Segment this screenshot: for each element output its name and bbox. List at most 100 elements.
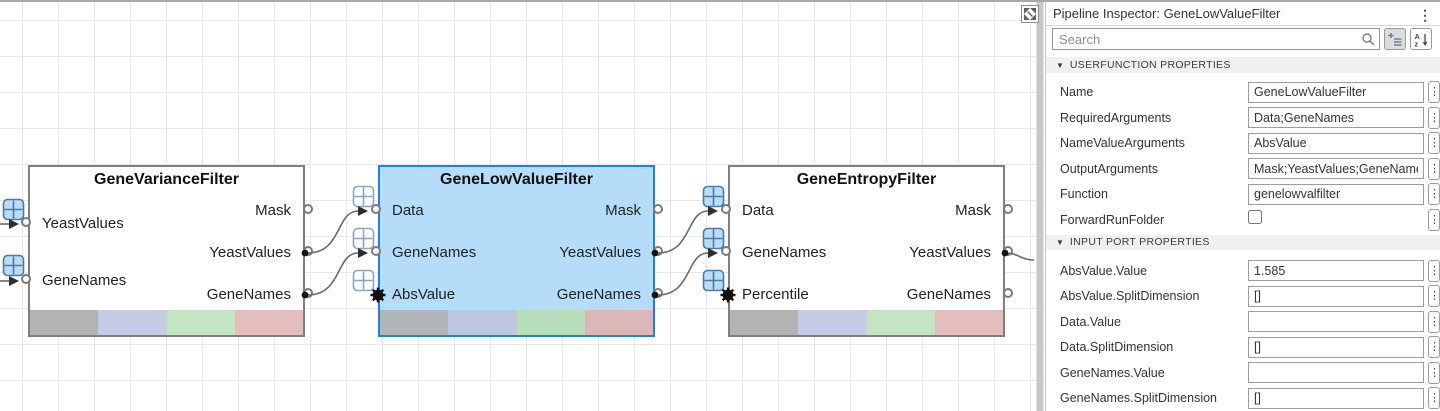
property-row-absvalue-splitdimension: AbsValue.SplitDimension ⋮ — [1046, 284, 1440, 310]
row-options-button[interactable]: ⋮ — [1428, 259, 1440, 282]
collapse-caret-icon: ▼ — [1056, 237, 1064, 247]
table-data-icon[interactable] — [702, 227, 725, 250]
property-label: AbsValue.SplitDimension — [1060, 289, 1200, 304]
expand-canvas-button[interactable] — [1021, 5, 1039, 23]
section-label: USERFUNCTION PROPERTIES — [1069, 59, 1231, 72]
row-options-button[interactable]: ⋮ — [1428, 106, 1440, 129]
property-label: NameValueArguments — [1060, 136, 1185, 151]
property-label: Name — [1060, 85, 1094, 100]
node-gene-variance-filter[interactable]: GeneVarianceFilter YeastValues GeneNames… — [20, 165, 313, 337]
input-port[interactable] — [370, 245, 381, 256]
group-by-category-button[interactable] — [1384, 28, 1406, 51]
node-title: GeneLowValueFilter — [440, 171, 593, 188]
section-label: INPUT PORT PROPERTIES — [1069, 236, 1210, 249]
output-port[interactable] — [652, 203, 663, 214]
property-value-input[interactable] — [1248, 158, 1424, 180]
row-options-button[interactable]: ⋮ — [1428, 310, 1440, 333]
row-options-button[interactable]: ⋮ — [1428, 132, 1440, 155]
table-data-icon[interactable] — [2, 198, 25, 221]
input-port-label: Data — [742, 202, 774, 219]
output-port[interactable] — [302, 245, 313, 256]
svg-text:z: z — [1414, 39, 1418, 47]
property-label: ForwardRunFolder — [1060, 212, 1165, 227]
property-label: AbsValue.Value — [1060, 263, 1148, 278]
node-gene-entropy-filter[interactable]: GeneEntropyFilter Data GeneNames Percent… — [720, 165, 1013, 337]
table-data-icon[interactable] — [702, 269, 725, 292]
property-label: Function — [1060, 187, 1108, 202]
row-options-button[interactable]: ⋮ — [1428, 157, 1440, 180]
property-value-input[interactable] — [1248, 183, 1424, 205]
input-port[interactable] — [20, 216, 31, 227]
input-port-label: Percentile — [742, 286, 809, 303]
parameter-port-icon[interactable] — [369, 286, 387, 304]
row-options-button[interactable]: ⋮ — [1428, 183, 1440, 206]
property-row-data-splitdimension: Data.SplitDimension ⋮ — [1046, 335, 1440, 361]
userfunction-properties-rows: Name ⋮ RequiredArguments ⋮ NameValueArgu… — [1046, 80, 1440, 233]
row-options-button[interactable]: ⋮ — [1428, 336, 1440, 359]
panel-titlebar: Pipeline Inspector: GeneLowValueFilter ⋮ — [1046, 2, 1440, 27]
row-options-button[interactable]: ⋮ — [1428, 208, 1440, 231]
property-label: GeneNames.Value — [1060, 365, 1165, 380]
property-row-data-value: Data.Value ⋮ — [1046, 309, 1440, 335]
output-port-label: Mask — [955, 202, 991, 219]
pipeline-canvas[interactable]: GeneVarianceFilter YeastValues GeneNames… — [0, 2, 1045, 411]
output-port[interactable] — [1002, 287, 1013, 298]
output-port[interactable] — [652, 245, 663, 256]
input-port-label: AbsValue — [392, 286, 456, 303]
input-port[interactable] — [720, 245, 731, 256]
search-input[interactable] — [1052, 28, 1380, 51]
table-data-icon[interactable] — [702, 185, 725, 208]
property-row-outputarguments: OutputArguments ⋮ — [1046, 156, 1440, 182]
kebab-menu-icon[interactable]: ⋮ — [1418, 7, 1432, 23]
forwardrunfolder-checkbox[interactable] — [1248, 210, 1262, 225]
output-port[interactable] — [302, 203, 313, 214]
property-value-input[interactable] — [1248, 81, 1424, 103]
row-options-button[interactable]: ⋮ — [1428, 387, 1440, 410]
output-port[interactable] — [1002, 203, 1013, 214]
output-port[interactable] — [302, 287, 313, 298]
property-value-input[interactable] — [1248, 260, 1424, 282]
section-header-input-port-properties[interactable]: ▼ INPUT PORT PROPERTIES — [1046, 234, 1440, 250]
inspector-toolbar: A z — [1046, 28, 1440, 51]
property-label: Data.SplitDimension — [1060, 340, 1174, 355]
property-label: GeneNames.SplitDimension — [1060, 391, 1218, 406]
property-row-name: Name ⋮ — [1046, 80, 1440, 106]
property-value-input[interactable] — [1248, 336, 1424, 358]
output-port[interactable] — [652, 287, 663, 298]
property-row-forwardrunfolder: ForwardRunFolder ⋮ — [1046, 207, 1440, 233]
input-port[interactable] — [370, 203, 381, 214]
property-value-input[interactable] — [1248, 362, 1424, 384]
input-port[interactable] — [720, 203, 731, 214]
row-options-button[interactable]: ⋮ — [1428, 81, 1440, 104]
table-data-icon[interactable] — [352, 185, 375, 208]
input-port[interactable] — [20, 273, 31, 284]
sort-az-icon: A z — [1414, 32, 1427, 47]
property-row-function: Function ⋮ — [1046, 182, 1440, 208]
parameter-port-icon[interactable] — [719, 286, 737, 304]
section-header-userfunction-properties[interactable]: ▼ USERFUNCTION PROPERTIES — [1046, 57, 1440, 73]
row-options-button[interactable]: ⋮ — [1428, 285, 1440, 308]
input-port-label: GeneNames — [392, 244, 477, 261]
node-gene-low-value-filter[interactable]: GeneLowValueFilter Data GeneNames AbsVal… — [370, 165, 663, 337]
output-port[interactable] — [1002, 245, 1013, 256]
input-port-properties-rows: AbsValue.Value ⋮ AbsValue.SplitDimension… — [1046, 258, 1440, 411]
property-value-input[interactable] — [1248, 387, 1424, 409]
node-title: GeneEntropyFilter — [796, 171, 937, 188]
sort-alphabetical-button[interactable]: A z — [1410, 28, 1432, 51]
output-port-label: YeastValues — [209, 244, 291, 261]
output-port-label: GeneNames — [206, 286, 291, 303]
property-value-input[interactable] — [1248, 285, 1424, 307]
block-status-strip — [730, 310, 1003, 335]
property-value-input[interactable] — [1248, 107, 1424, 129]
row-options-button[interactable]: ⋮ — [1428, 361, 1440, 384]
expand-arrows-icon — [1024, 8, 1036, 20]
table-data-icon[interactable] — [352, 227, 375, 250]
property-value-input[interactable] — [1248, 311, 1424, 333]
canvas-vertical-scrollbar[interactable] — [1036, 2, 1044, 411]
table-data-icon[interactable] — [2, 254, 25, 277]
table-data-icon[interactable] — [352, 269, 375, 292]
property-value-input[interactable] — [1248, 132, 1424, 154]
property-row-genenames-value: GeneNames.Value ⋮ — [1046, 360, 1440, 386]
collapse-caret-icon: ▼ — [1056, 60, 1064, 70]
